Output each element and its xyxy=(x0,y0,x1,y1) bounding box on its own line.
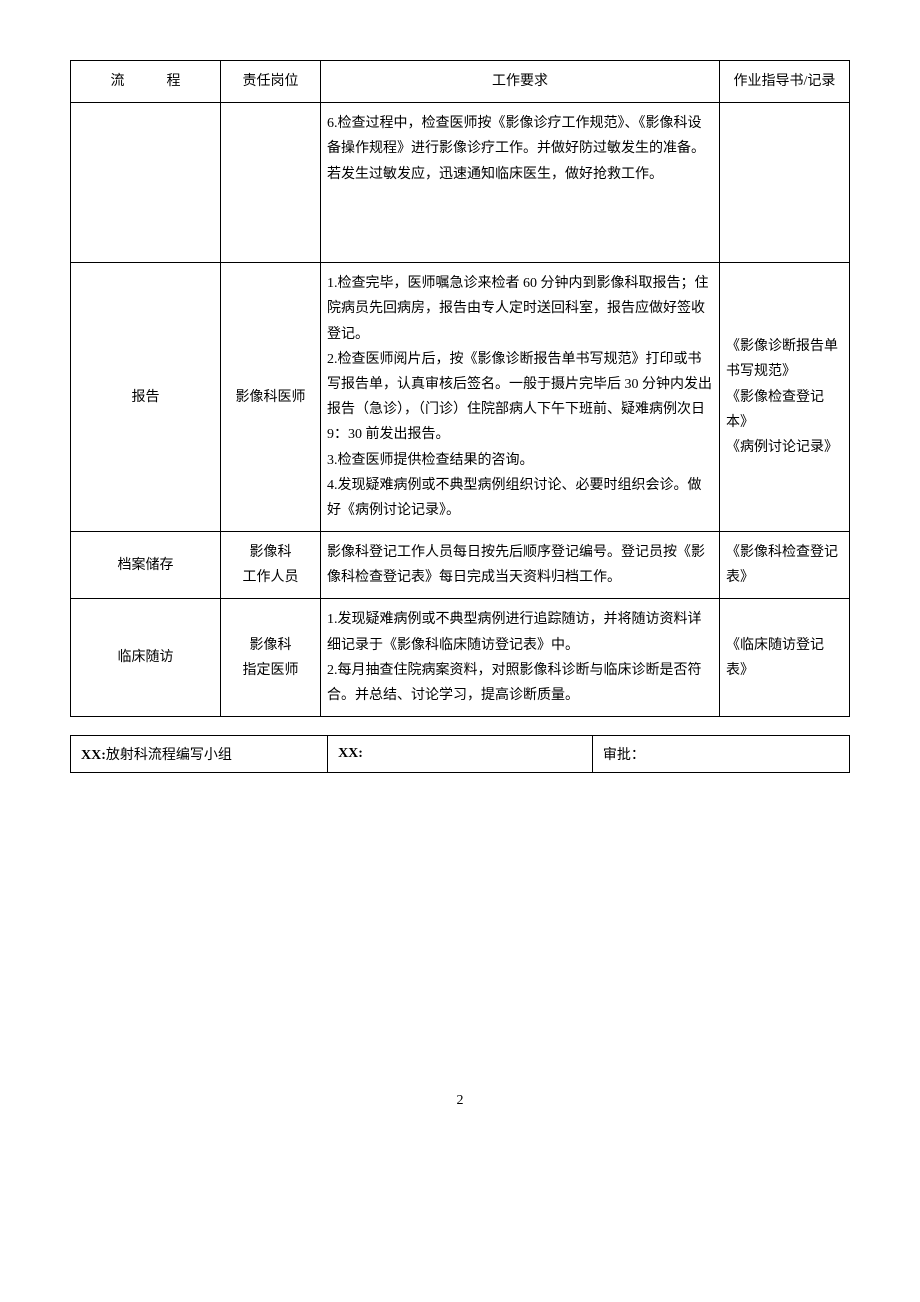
table-row: 临床随访 影像科 指定医师 1.发现疑难病例或不典型病例进行追踪随访，并将随访资… xyxy=(71,599,850,717)
cell-process xyxy=(71,103,221,263)
footer-row: XX:放射科流程编写小组 XX: 审批： xyxy=(71,736,850,773)
header-guide: 作业指导书/记录 xyxy=(720,61,850,103)
cell-role: 影像科医师 xyxy=(221,263,321,532)
header-desc: 工作要求 xyxy=(321,61,720,103)
cell-role: 影像科 工作人员 xyxy=(221,532,321,599)
footer-cell-middle: XX: xyxy=(328,736,593,773)
cell-guide xyxy=(720,103,850,263)
footer-cell-author: XX:放射科流程编写小组 xyxy=(71,736,328,773)
cell-guide: 《影像科检查登记表》 xyxy=(720,532,850,599)
procedure-table: 流程 责任岗位 工作要求 作业指导书/记录 6.检查过程中，检查医师按《影像诊疗… xyxy=(70,60,850,717)
footer-author-text: 放射科流程编写小组 xyxy=(106,748,232,763)
cell-process: 报告 xyxy=(71,263,221,532)
footer-cell-approve: 审批： xyxy=(592,736,849,773)
cell-role xyxy=(221,103,321,263)
cell-desc: 1.发现疑难病例或不典型病例进行追踪随访，并将随访资料详细记录于《影像科临床随访… xyxy=(321,599,720,717)
cell-desc: 6.检查过程中，检查医师按《影像诊疗工作规范》、《影像科设备操作规程》进行影像诊… xyxy=(321,103,720,263)
cell-desc: 影像科登记工作人员每日按先后顺序登记编号。登记员按《影像科检查登记表》每日完成当… xyxy=(321,532,720,599)
header-role: 责任岗位 xyxy=(221,61,321,103)
footer-table: XX:放射科流程编写小组 XX: 审批： xyxy=(70,735,850,773)
footer-prefix: XX: xyxy=(81,748,106,763)
table-row: 档案储存 影像科 工作人员 影像科登记工作人员每日按先后顺序登记编号。登记员按《… xyxy=(71,532,850,599)
cell-process: 档案储存 xyxy=(71,532,221,599)
cell-desc: 1.检查完毕，医师嘱急诊来检者 60 分钟内到影像科取报告；住院病员先回病房，报… xyxy=(321,263,720,532)
header-process: 流程 xyxy=(71,61,221,103)
cell-role: 影像科 指定医师 xyxy=(221,599,321,717)
footer-prefix: XX: xyxy=(338,746,363,761)
table-row: 6.检查过程中，检查医师按《影像诊疗工作规范》、《影像科设备操作规程》进行影像诊… xyxy=(71,103,850,263)
table-header-row: 流程 责任岗位 工作要求 作业指导书/记录 xyxy=(71,61,850,103)
cell-process: 临床随访 xyxy=(71,599,221,717)
cell-guide: 《临床随访登记表》 xyxy=(720,599,850,717)
cell-guide: 《影像诊断报告单书写规范》 《影像检查登记本》 《病例讨论记录》 xyxy=(720,263,850,532)
page-number: 2 xyxy=(70,1093,850,1109)
table-row: 报告 影像科医师 1.检查完毕，医师嘱急诊来检者 60 分钟内到影像科取报告；住… xyxy=(71,263,850,532)
